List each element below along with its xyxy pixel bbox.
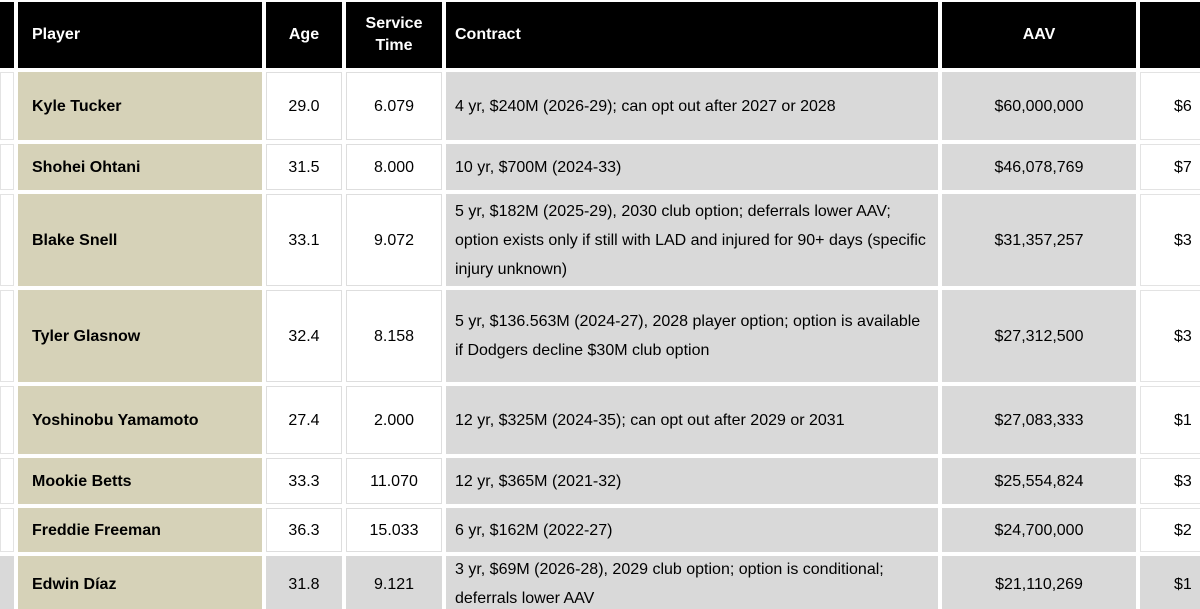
row-stub-left-cell[interactable] [0, 386, 14, 454]
aav-cell[interactable]: $24,700,000 [942, 508, 1136, 552]
age-cell[interactable]: 33.3 [266, 458, 342, 504]
player-cell[interactable]: Mookie Betts [18, 458, 262, 504]
age-cell[interactable]: 36.3 [266, 508, 342, 552]
header-cell-stub-left[interactable] [0, 2, 14, 68]
contract-cell[interactable]: 6 yr, $162M (2022-27) [446, 508, 938, 552]
aav-cell[interactable]: $31,357,257 [942, 194, 1136, 286]
contract-cell[interactable]: 5 yr, $136.563M (2024-27), 2028 player o… [446, 290, 938, 382]
age-cell[interactable]: 31.5 [266, 144, 342, 190]
row-stub-left-cell[interactable] [0, 556, 14, 609]
service-time-cell[interactable]: 11.070 [346, 458, 442, 504]
player-cell[interactable]: Freddie Freeman [18, 508, 262, 552]
service-time-cell[interactable]: 9.072 [346, 194, 442, 286]
player-cell[interactable]: Blake Snell [18, 194, 262, 286]
contract-cell[interactable]: 4 yr, $240M (2026-29); can opt out after… [446, 72, 938, 140]
row-stub-left-cell[interactable] [0, 194, 14, 286]
header-cell-stub-right[interactable] [1140, 2, 1200, 68]
row-stub-right-cell[interactable]: $2 [1140, 508, 1200, 552]
age-cell[interactable]: 31.8 [266, 556, 342, 609]
player-cell[interactable]: Shohei Ohtani [18, 144, 262, 190]
row-stub-right-cell[interactable]: $6 [1140, 72, 1200, 140]
row-stub-right-cell[interactable]: $3 [1140, 458, 1200, 504]
contract-cell[interactable]: 5 yr, $182M (2025-29), 2030 club option;… [446, 194, 938, 286]
aav-cell[interactable]: $27,083,333 [942, 386, 1136, 454]
age-cell[interactable]: 33.1 [266, 194, 342, 286]
contract-cell[interactable]: 12 yr, $325M (2024-35); can opt out afte… [446, 386, 938, 454]
aav-cell[interactable]: $21,110,269 [942, 556, 1136, 609]
row-stub-right-cell[interactable]: $1 [1140, 386, 1200, 454]
service-time-cell[interactable]: 8.000 [346, 144, 442, 190]
player-cell[interactable]: Kyle Tucker [18, 72, 262, 140]
age-cell[interactable]: 29.0 [266, 72, 342, 140]
service-time-cell[interactable]: 8.158 [346, 290, 442, 382]
header-cell-service-time[interactable]: Service Time [346, 2, 442, 68]
header-cell-age[interactable]: Age [266, 2, 342, 68]
row-stub-right-cell[interactable]: $7 [1140, 144, 1200, 190]
player-cell[interactable]: Tyler Glasnow [18, 290, 262, 382]
service-time-cell[interactable]: 2.000 [346, 386, 442, 454]
aav-cell[interactable]: $25,554,824 [942, 458, 1136, 504]
service-time-cell[interactable]: 6.079 [346, 72, 442, 140]
age-cell[interactable]: 27.4 [266, 386, 342, 454]
contract-cell[interactable]: 10 yr, $700M (2024-33) [446, 144, 938, 190]
header-cell-player[interactable]: Player [18, 2, 262, 68]
row-stub-left-cell[interactable] [0, 508, 14, 552]
aav-cell[interactable]: $60,000,000 [942, 72, 1136, 140]
contract-cell[interactable]: 3 yr, $69M (2026-28), 2029 club option; … [446, 556, 938, 609]
header-cell-aav[interactable]: AAV [942, 2, 1136, 68]
row-stub-left-cell[interactable] [0, 458, 14, 504]
row-stub-right-cell[interactable]: $3 [1140, 290, 1200, 382]
row-stub-left-cell[interactable] [0, 144, 14, 190]
age-cell[interactable]: 32.4 [266, 290, 342, 382]
row-stub-left-cell[interactable] [0, 72, 14, 140]
aav-cell[interactable]: $46,078,769 [942, 144, 1136, 190]
player-cell[interactable]: Yoshinobu Yamamoto [18, 386, 262, 454]
service-time-cell[interactable]: 15.033 [346, 508, 442, 552]
aav-cell[interactable]: $27,312,500 [942, 290, 1136, 382]
contract-cell[interactable]: 12 yr, $365M (2021-32) [446, 458, 938, 504]
row-stub-right-cell[interactable]: $3 [1140, 194, 1200, 286]
player-cell[interactable]: Edwin Díaz [18, 556, 262, 609]
service-time-cell[interactable]: 9.121 [346, 556, 442, 609]
row-stub-left-cell[interactable] [0, 290, 14, 382]
row-stub-right-cell[interactable]: $1 [1140, 556, 1200, 609]
header-cell-contract[interactable]: Contract [446, 2, 938, 68]
